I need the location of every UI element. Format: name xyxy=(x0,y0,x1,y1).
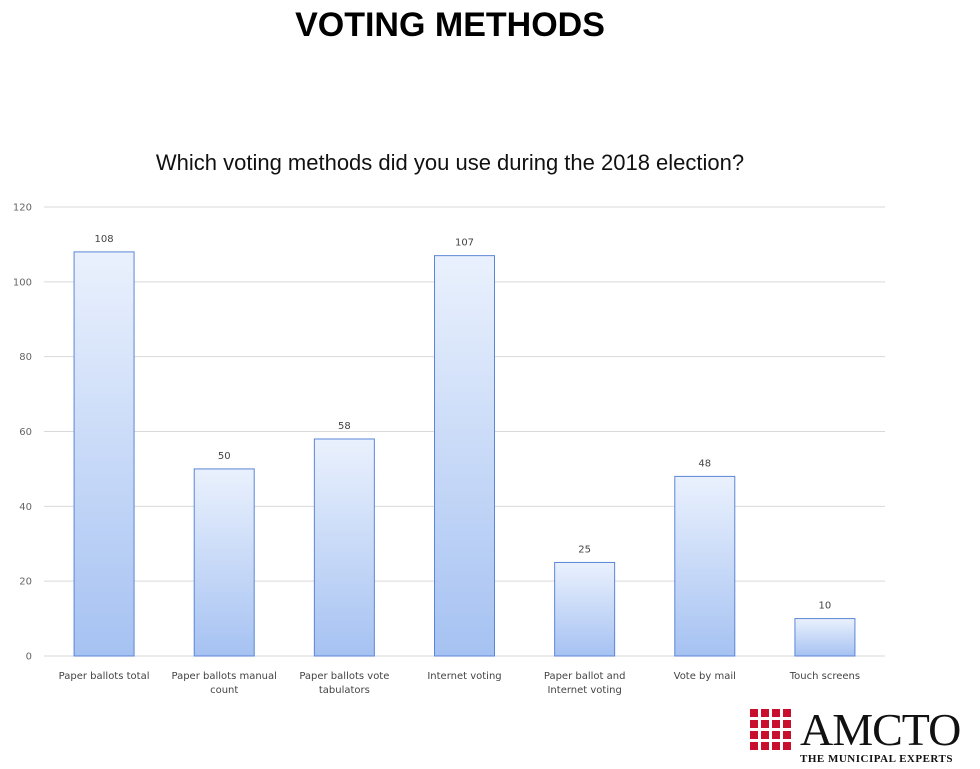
data-label: 107 xyxy=(455,238,474,249)
logo-square xyxy=(750,709,758,717)
bar xyxy=(313,438,375,657)
logo-square xyxy=(750,731,758,739)
x-category-label: Paper ballot and xyxy=(544,671,626,682)
logo-square xyxy=(750,720,758,728)
y-tick-label: 40 xyxy=(19,502,32,513)
x-category-label: Paper ballots manual xyxy=(172,671,277,682)
data-label: 25 xyxy=(578,544,591,555)
data-label: 48 xyxy=(698,458,711,469)
y-tick-label: 100 xyxy=(13,277,32,288)
logo-square xyxy=(761,731,769,739)
bar xyxy=(193,468,255,657)
bar xyxy=(434,255,495,657)
bar xyxy=(554,561,616,657)
logo-square xyxy=(772,709,780,717)
logo-square xyxy=(750,742,758,750)
page-title: VOTING METHODS xyxy=(295,6,605,44)
x-category-label: tabulators xyxy=(319,685,370,696)
logo-square xyxy=(783,720,791,728)
data-label: 50 xyxy=(218,451,231,462)
y-tick-label: 80 xyxy=(19,352,32,363)
y-tick-label: 20 xyxy=(19,577,32,588)
amcto-logo: AMCTO THE MUNICIPAL EXPERTS xyxy=(748,707,980,769)
logo-text: AMCTO xyxy=(800,704,961,755)
logo-square xyxy=(772,742,780,750)
y-tick-label: 120 xyxy=(13,203,32,214)
bar xyxy=(794,618,856,657)
data-label: 58 xyxy=(338,421,351,432)
data-label: 10 xyxy=(819,601,832,612)
x-category-label: Internet voting xyxy=(427,671,501,682)
logo-square xyxy=(783,709,791,717)
x-category-label: Touch screens xyxy=(789,671,860,682)
logo-square xyxy=(772,731,780,739)
chart-title: Which voting methods did you use during … xyxy=(155,150,745,175)
x-category-label: count xyxy=(210,685,238,696)
y-tick-label: 60 xyxy=(19,427,32,438)
x-category-label: Internet voting xyxy=(547,685,621,696)
y-tick-label: 0 xyxy=(26,652,32,663)
logo-square xyxy=(783,731,791,739)
logo-tagline: THE MUNICIPAL EXPERTS xyxy=(800,753,953,765)
logo-square xyxy=(761,720,769,728)
x-category-label: Vote by mail xyxy=(674,671,736,682)
logo-square xyxy=(772,720,780,728)
logo-square xyxy=(783,742,791,750)
data-label: 108 xyxy=(95,234,114,245)
logo-square xyxy=(761,709,769,717)
bar xyxy=(73,251,135,657)
amcto-logo-mark-icon xyxy=(750,709,791,750)
logo-square xyxy=(761,742,769,750)
bar xyxy=(674,475,736,657)
x-category-label: Paper ballots total xyxy=(59,671,150,682)
x-category-label: Paper ballots vote xyxy=(299,671,389,682)
